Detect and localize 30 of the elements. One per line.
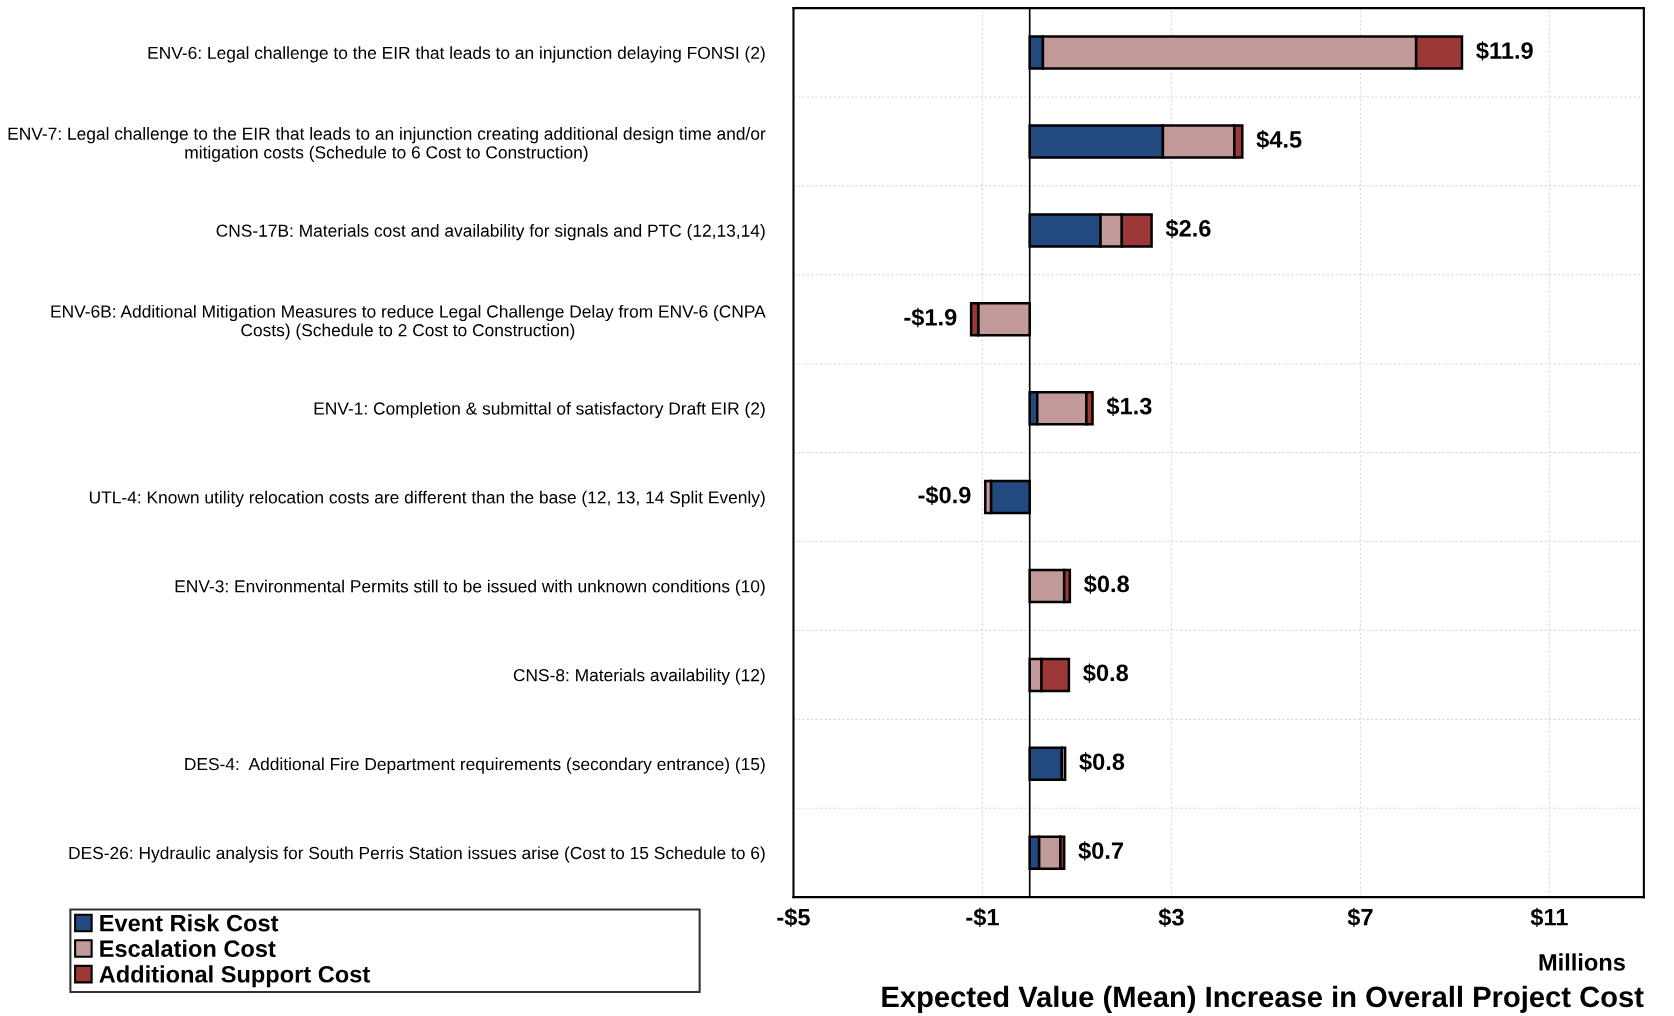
annotation: -$0.9 bbox=[918, 485, 971, 505]
x-tick-label: $11 bbox=[1530, 907, 1568, 928]
y-tick-label: CNS-17B: Materials cost and availability for signals and PTC (12,13,14) bbox=[216, 224, 765, 241]
annotation: $0.7 bbox=[1078, 841, 1123, 861]
annotation: -$1.9 bbox=[904, 307, 957, 328]
y-tick-label: UTL-4: Known utility relocation costs are different than the base (12, 13, 14 Split Evenly) bbox=[89, 490, 765, 507]
x-axis-title: Expected Value (Mean) Increase in Overall Project Cost bbox=[882, 985, 1644, 1013]
x-tick-label: -$5 bbox=[777, 907, 810, 928]
x-tick-label: $3 bbox=[1158, 907, 1184, 928]
x-tick-label: $7 bbox=[1347, 907, 1373, 928]
y-tick-label: ENV-3: Environmental Permits still to be issued with unknown conditions (10) bbox=[175, 579, 765, 596]
annotation: $1.3 bbox=[1106, 396, 1152, 417]
annotation: $4.5 bbox=[1256, 130, 1302, 150]
y-tick-label: DES-4: Additional Fire Department requirements (secondary entrance) (15) bbox=[185, 757, 765, 774]
legend-label: Escalation Cost bbox=[100, 939, 276, 958]
legend-label: Event Risk Cost bbox=[100, 914, 279, 932]
annotation: $0.8 bbox=[1079, 752, 1125, 772]
annotation: $0.8 bbox=[1083, 663, 1129, 683]
annotation: $2.6 bbox=[1165, 218, 1211, 239]
text: Millions bbox=[1539, 953, 1625, 971]
y-tick-label: ENV-6: Legal challenge to the EIR that leads to an injunction delaying FONSI (2) bbox=[148, 46, 765, 63]
annotation: $0.8 bbox=[1084, 574, 1129, 594]
annotation: $11.9 bbox=[1476, 41, 1533, 61]
legend-label: Additional Support Cost bbox=[99, 965, 370, 988]
x-tick-label: -$1 bbox=[966, 907, 999, 928]
y-tick-label: CNS-8: Materials availability (12) bbox=[513, 668, 765, 685]
y-tick-label: ENV-1: Completion & submittal of satisfactory Draft EIR (2) bbox=[314, 401, 765, 419]
y-tick-label: ENV-6B: Additional Mitigation Measures to reduce Legal Challenge Delay from ENV-6 (CNPA Costs) (Schedule to 2 Cost to Construction) bbox=[51, 304, 766, 340]
y-tick-label: ENV-7: Legal challenge to the EIR that leads to an injunction creating additional design time and/or mitigation costs (Schedule to 6 Cost to Construction) bbox=[8, 127, 766, 162]
y-tick-label: DES-26: Hydraulic analysis for South Perris Station issues arise (Cost to 15 Schedule to 6) bbox=[69, 846, 765, 863]
